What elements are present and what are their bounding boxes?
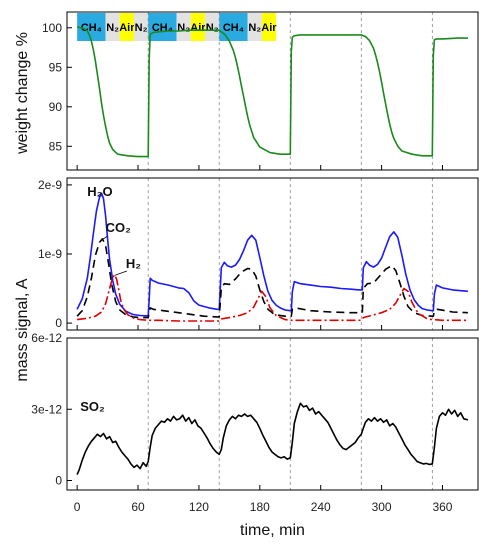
series-line	[76, 238, 468, 319]
phase-label: N₂	[135, 22, 148, 34]
phase-segment	[148, 13, 177, 41]
y-axis-title-mass-signal: mass signal, A	[14, 278, 31, 381]
phase-label: N₂	[106, 22, 119, 34]
x-tick-label: 0	[74, 500, 81, 514]
phase-segment	[247, 13, 262, 41]
x-tick-label: 240	[311, 500, 331, 514]
phase-segment	[77, 13, 106, 41]
label-co2: CO₂	[106, 220, 131, 235]
plot-frame	[66, 337, 479, 491]
plot-frame	[66, 11, 479, 171]
phase-segment	[190, 13, 206, 41]
x-axis-title: time, min	[240, 522, 305, 539]
y-tick-label: 100	[42, 21, 62, 35]
label-h2: H₂	[126, 256, 141, 271]
co2-pointer	[101, 235, 108, 241]
panel-2: 0 1e-9 2e-9	[38, 177, 479, 331]
x-tick-label: 60	[131, 500, 145, 514]
label-h2o: H₂O	[87, 184, 112, 199]
x-tick-label: 180	[250, 500, 270, 514]
phase-label: Air	[119, 22, 135, 34]
series-line	[76, 402, 469, 475]
phase-segment	[261, 13, 277, 41]
y-tick-label: 90	[49, 100, 63, 114]
phase-label: N₂	[248, 22, 261, 34]
phase-bar: CH₄ N₂ Air N₂ CH₄ N₂ Air N₂ CH₄ N₂ Air	[77, 13, 277, 41]
y-tick-label: 0	[55, 474, 62, 488]
phase-label: CH₄	[81, 22, 102, 34]
x-tick-label: 300	[372, 500, 392, 514]
panel-3: 0 3e-12 6e-12	[31, 331, 479, 491]
phase-segment	[176, 13, 191, 41]
y-tick-label: 0	[55, 316, 62, 330]
y-tick-label: 85	[49, 139, 63, 153]
series-line	[76, 26, 468, 158]
series-line	[76, 192, 468, 317]
y-tick-label: 95	[49, 60, 63, 74]
phase-label: Air	[190, 22, 206, 34]
phase-segment	[105, 13, 120, 41]
label-so2: SO₂	[80, 399, 105, 414]
y-tick-label: 1e-9	[38, 247, 62, 261]
h2-pointer	[114, 270, 128, 276]
series-line	[76, 273, 468, 322]
phase-label: CH₄	[223, 22, 244, 34]
phase-segment	[219, 13, 248, 41]
phase-label: Air	[261, 22, 277, 34]
y-tick-label: 3e-12	[31, 402, 62, 416]
x-tick-label: 120	[189, 500, 209, 514]
y-tick-label: 2e-9	[38, 178, 62, 192]
x-tick-label: 360	[432, 500, 452, 514]
phase-segment	[119, 13, 134, 41]
plot-frame	[66, 177, 479, 331]
phase-label: N₂	[206, 22, 219, 34]
phase-segment	[205, 13, 220, 41]
y-axis-title-weight: weight change %	[14, 32, 31, 155]
phase-segment	[133, 13, 149, 41]
y-tick-label: 6e-12	[31, 331, 62, 345]
phase-label: N₂	[177, 22, 190, 34]
